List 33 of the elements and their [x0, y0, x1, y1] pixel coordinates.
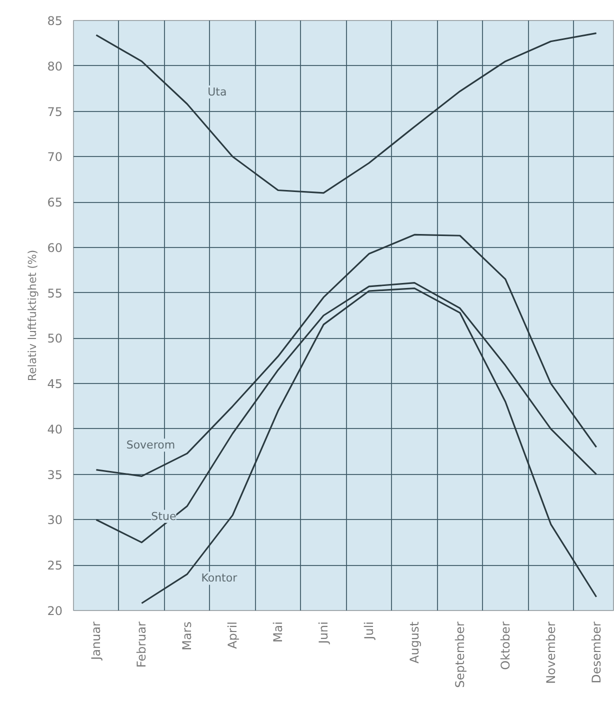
x-tick-label: Februar: [134, 621, 149, 668]
y-tick-label: 45: [47, 377, 63, 392]
y-tick-label: 35: [47, 468, 63, 482]
y-tick-label: 25: [47, 558, 63, 573]
y-tick-label: 75: [47, 104, 63, 119]
y-tick-label: 60: [47, 240, 63, 255]
x-tick-label: Oktober: [498, 621, 512, 670]
x-tick-label: November: [544, 621, 558, 684]
x-tick-label: Juli: [362, 622, 376, 640]
x-tick-label: Januar: [89, 621, 104, 661]
series-label: Stue: [151, 510, 176, 523]
y-axis-title: Relativ luftfuktighet (%): [26, 250, 40, 382]
y-tick-label: 40: [47, 422, 63, 436]
x-tick-label: April: [226, 621, 240, 649]
x-tick-label: Mars: [180, 621, 194, 650]
y-tick-label: 20: [47, 604, 63, 618]
x-tick-label: Mai: [271, 621, 286, 643]
x-tick-label: September: [452, 621, 467, 688]
x-tick-label: August: [407, 621, 422, 664]
x-tick-label: Desember: [589, 621, 604, 684]
y-tick-label: 70: [47, 150, 63, 164]
y-tick-label: 85: [47, 14, 63, 28]
y-tick-label: 80: [47, 59, 63, 74]
line-series: [95, 32, 598, 194]
series-label: Uta: [208, 86, 227, 99]
y-tick-label: 30: [47, 513, 63, 528]
x-tick-label: Juni: [316, 621, 331, 645]
series-label: Kontor: [201, 572, 238, 585]
y-tick-label: 65: [47, 196, 63, 210]
y-tick-label: 50: [47, 332, 63, 346]
series-label: Soverom: [126, 438, 176, 452]
y-tick-label: 55: [47, 286, 63, 300]
line-series: [95, 234, 598, 477]
